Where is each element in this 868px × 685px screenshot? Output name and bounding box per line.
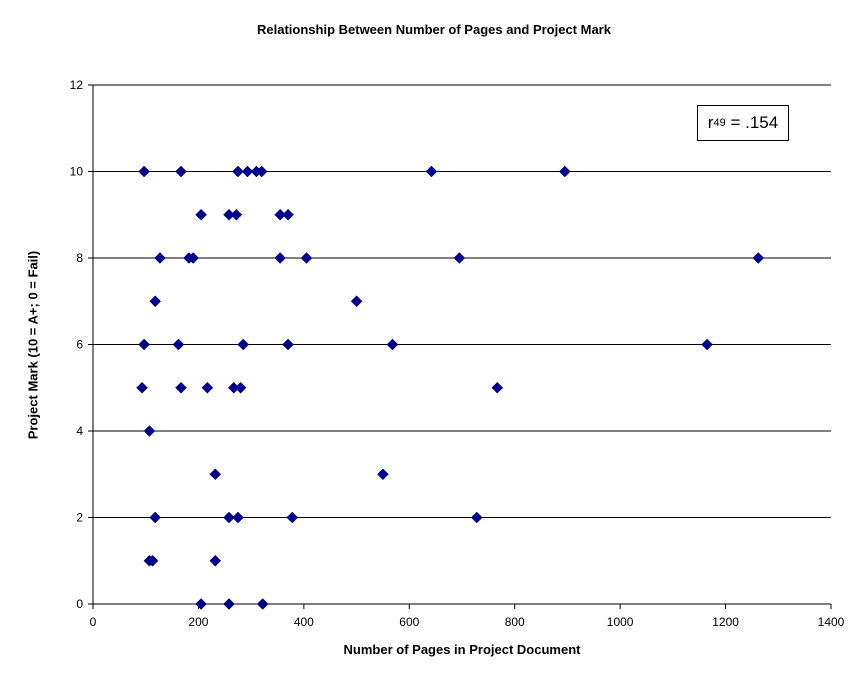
y-tick-label: 12 xyxy=(70,78,84,92)
data-point xyxy=(386,338,399,351)
data-point xyxy=(377,468,389,481)
data-point xyxy=(138,165,150,178)
data-point xyxy=(149,511,162,524)
data-point xyxy=(138,338,150,351)
x-tick-label: 1200 xyxy=(712,615,739,629)
x-tick-label: 200 xyxy=(188,615,208,629)
data-point xyxy=(425,165,438,178)
data-point xyxy=(286,511,299,524)
data-point xyxy=(232,165,244,178)
data-point xyxy=(195,598,207,610)
data-point xyxy=(282,208,294,221)
data-point xyxy=(201,381,214,394)
data-point xyxy=(232,511,244,524)
y-tick-label: 6 xyxy=(76,338,83,352)
annotation-prefix: r xyxy=(707,113,714,132)
data-point xyxy=(136,381,148,394)
data-point xyxy=(282,338,294,351)
chart-title: Relationship Between Number of Pages and… xyxy=(257,22,611,37)
data-point xyxy=(255,165,268,178)
data-point xyxy=(274,252,286,264)
data-point xyxy=(209,468,222,481)
data-point xyxy=(175,381,187,394)
data-point xyxy=(752,252,765,264)
y-tick-label: 4 xyxy=(76,424,83,438)
y-axis-label: Project Mark (10 = A+; 0 = Fail) xyxy=(25,250,41,440)
x-tick-label: 800 xyxy=(505,615,525,629)
data-point xyxy=(234,381,247,394)
data-point xyxy=(146,554,159,567)
data-point xyxy=(558,165,571,178)
x-axis-label: Number of Pages in Project Document xyxy=(343,642,581,657)
x-tick-label: 600 xyxy=(399,615,419,629)
data-point xyxy=(237,338,250,351)
data-point xyxy=(453,252,466,264)
x-tick-label: 0 xyxy=(90,615,97,629)
data-point xyxy=(491,381,504,394)
data-point xyxy=(350,295,363,308)
data-point xyxy=(175,165,187,178)
data-point xyxy=(701,338,713,351)
data-point xyxy=(230,208,243,221)
data-point xyxy=(143,425,156,437)
annotation-value: = .154 xyxy=(725,113,779,132)
annotation-subscript: 49 xyxy=(713,117,726,129)
data-point xyxy=(470,511,483,524)
x-tick-label: 1000 xyxy=(607,615,634,629)
data-point xyxy=(223,598,235,610)
data-point xyxy=(274,208,286,221)
data-point xyxy=(154,252,166,264)
y-tick-label: 8 xyxy=(76,251,83,265)
correlation-annotation: r 49 = .154 xyxy=(697,105,789,141)
y-tick-label: 2 xyxy=(76,511,83,525)
data-point xyxy=(300,252,313,264)
data-point xyxy=(187,252,200,264)
data-point xyxy=(256,598,269,610)
x-tick-label: 400 xyxy=(294,615,314,629)
x-tick-label: 1400 xyxy=(818,615,845,629)
data-point xyxy=(223,511,235,524)
data-point xyxy=(209,554,222,567)
data-point xyxy=(195,208,207,221)
data-point xyxy=(241,165,254,178)
y-tick-label: 0 xyxy=(76,597,83,611)
data-point xyxy=(149,295,162,308)
data-point xyxy=(172,338,185,351)
y-tick-label: 10 xyxy=(70,165,84,179)
